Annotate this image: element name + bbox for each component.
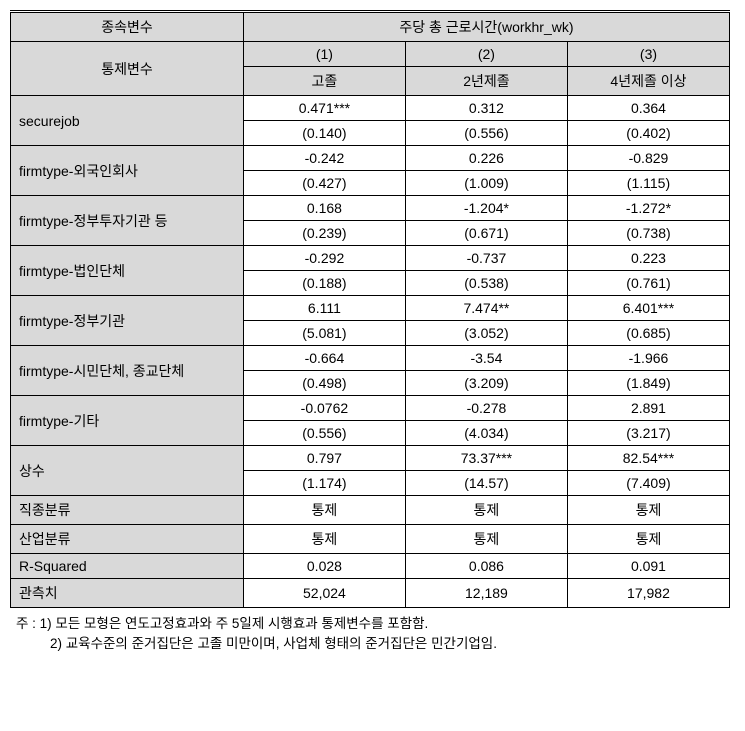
value-cell: 0.028	[243, 554, 405, 579]
estimate-cell: -1.272*	[567, 196, 729, 221]
estimate-cell: -1.966	[567, 346, 729, 371]
estimate-cell: -0.664	[243, 346, 405, 371]
note-2: 2) 교육수준의 준거집단은 고졸 미만이며, 사업체 형태의 준거집단은 민간…	[16, 634, 735, 654]
col-name-3: 4년제졸 이상	[567, 67, 729, 96]
estimate-cell: -0.242	[243, 146, 405, 171]
se-cell: (0.402)	[567, 121, 729, 146]
se-cell: (0.556)	[243, 421, 405, 446]
header-controlvar-label: 통제변수	[11, 42, 244, 96]
se-cell: (3.217)	[567, 421, 729, 446]
value-cell: 52,024	[243, 579, 405, 608]
row-label: firmtype-외국인회사	[11, 146, 244, 196]
estimate-cell: -3.54	[405, 346, 567, 371]
se-cell: (3.052)	[405, 321, 567, 346]
value-cell: 통제	[405, 525, 567, 554]
col-name-2: 2년제졸	[405, 67, 567, 96]
value-cell: 12,189	[405, 579, 567, 608]
estimate-cell: 6.401***	[567, 296, 729, 321]
row-label: firmtype-정부기관	[11, 296, 244, 346]
header-depvar-value: 주당 총 근로시간(workhr_wk)	[243, 12, 729, 42]
col-name-1: 고졸	[243, 67, 405, 96]
row-label: 관측치	[11, 579, 244, 608]
row-label: firmtype-기타	[11, 396, 244, 446]
se-cell: (0.427)	[243, 171, 405, 196]
estimate-cell: 0.226	[405, 146, 567, 171]
value-cell: 통제	[243, 496, 405, 525]
se-cell: (0.140)	[243, 121, 405, 146]
col-num-2: (2)	[405, 42, 567, 67]
row-label: 직종분류	[11, 496, 244, 525]
value-cell: 17,982	[567, 579, 729, 608]
estimate-cell: 0.471***	[243, 96, 405, 121]
note-1: 주 : 1) 모든 모형은 연도고정효과와 주 5일제 시행효과 통제변수를 포…	[16, 614, 735, 634]
se-cell: (0.685)	[567, 321, 729, 346]
se-cell: (7.409)	[567, 471, 729, 496]
se-cell: (0.671)	[405, 221, 567, 246]
row-label: firmtype-시민단체, 종교단체	[11, 346, 244, 396]
estimate-cell: 2.891	[567, 396, 729, 421]
se-cell: (1.174)	[243, 471, 405, 496]
regression-table: 종속변수 주당 총 근로시간(workhr_wk) 통제변수 (1) (2) (…	[10, 10, 730, 608]
estimate-cell: 0.223	[567, 246, 729, 271]
se-cell: (5.081)	[243, 321, 405, 346]
value-cell: 통제	[405, 496, 567, 525]
row-label: securejob	[11, 96, 244, 146]
se-cell: (0.738)	[567, 221, 729, 246]
estimate-cell: -0.737	[405, 246, 567, 271]
se-cell: (1.115)	[567, 171, 729, 196]
se-cell: (0.498)	[243, 371, 405, 396]
row-label: R-Squared	[11, 554, 244, 579]
se-cell: (0.188)	[243, 271, 405, 296]
se-cell: (0.556)	[405, 121, 567, 146]
estimate-cell: 7.474**	[405, 296, 567, 321]
estimate-cell: -0.829	[567, 146, 729, 171]
se-cell: (0.761)	[567, 271, 729, 296]
se-cell: (0.538)	[405, 271, 567, 296]
row-label: 산업분류	[11, 525, 244, 554]
value-cell: 0.086	[405, 554, 567, 579]
col-num-3: (3)	[567, 42, 729, 67]
estimate-cell: -0.292	[243, 246, 405, 271]
se-cell: (1.849)	[567, 371, 729, 396]
value-cell: 0.091	[567, 554, 729, 579]
row-label: firmtype-법인단체	[11, 246, 244, 296]
se-cell: (4.034)	[405, 421, 567, 446]
estimate-cell: 0.168	[243, 196, 405, 221]
se-cell: (14.57)	[405, 471, 567, 496]
estimate-cell: 0.364	[567, 96, 729, 121]
header-depvar-label: 종속변수	[11, 12, 244, 42]
value-cell: 통제	[567, 496, 729, 525]
col-num-1: (1)	[243, 42, 405, 67]
estimate-cell: -1.204*	[405, 196, 567, 221]
row-label: 상수	[11, 446, 244, 496]
estimate-cell: -0.0762	[243, 396, 405, 421]
estimate-cell: 0.312	[405, 96, 567, 121]
estimate-cell: 73.37***	[405, 446, 567, 471]
estimate-cell: 6.111	[243, 296, 405, 321]
row-label: firmtype-정부투자기관 등	[11, 196, 244, 246]
se-cell: (1.009)	[405, 171, 567, 196]
estimate-cell: 0.797	[243, 446, 405, 471]
value-cell: 통제	[243, 525, 405, 554]
se-cell: (3.209)	[405, 371, 567, 396]
estimate-cell: -0.278	[405, 396, 567, 421]
value-cell: 통제	[567, 525, 729, 554]
se-cell: (0.239)	[243, 221, 405, 246]
table-notes: 주 : 1) 모든 모형은 연도고정효과와 주 5일제 시행효과 통제변수를 포…	[10, 614, 735, 655]
estimate-cell: 82.54***	[567, 446, 729, 471]
